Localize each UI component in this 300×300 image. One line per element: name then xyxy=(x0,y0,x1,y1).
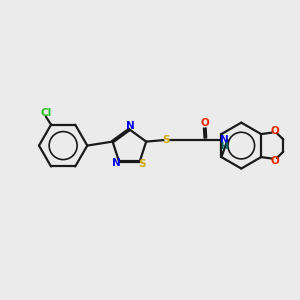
Text: O: O xyxy=(271,156,280,166)
Text: S: S xyxy=(163,135,170,145)
Text: N: N xyxy=(112,158,120,168)
Text: H: H xyxy=(220,142,228,151)
Text: N: N xyxy=(220,134,228,145)
Text: S: S xyxy=(138,159,146,169)
Text: O: O xyxy=(200,118,209,128)
Text: N: N xyxy=(126,122,134,131)
Text: O: O xyxy=(271,126,280,136)
Text: Cl: Cl xyxy=(40,109,51,118)
